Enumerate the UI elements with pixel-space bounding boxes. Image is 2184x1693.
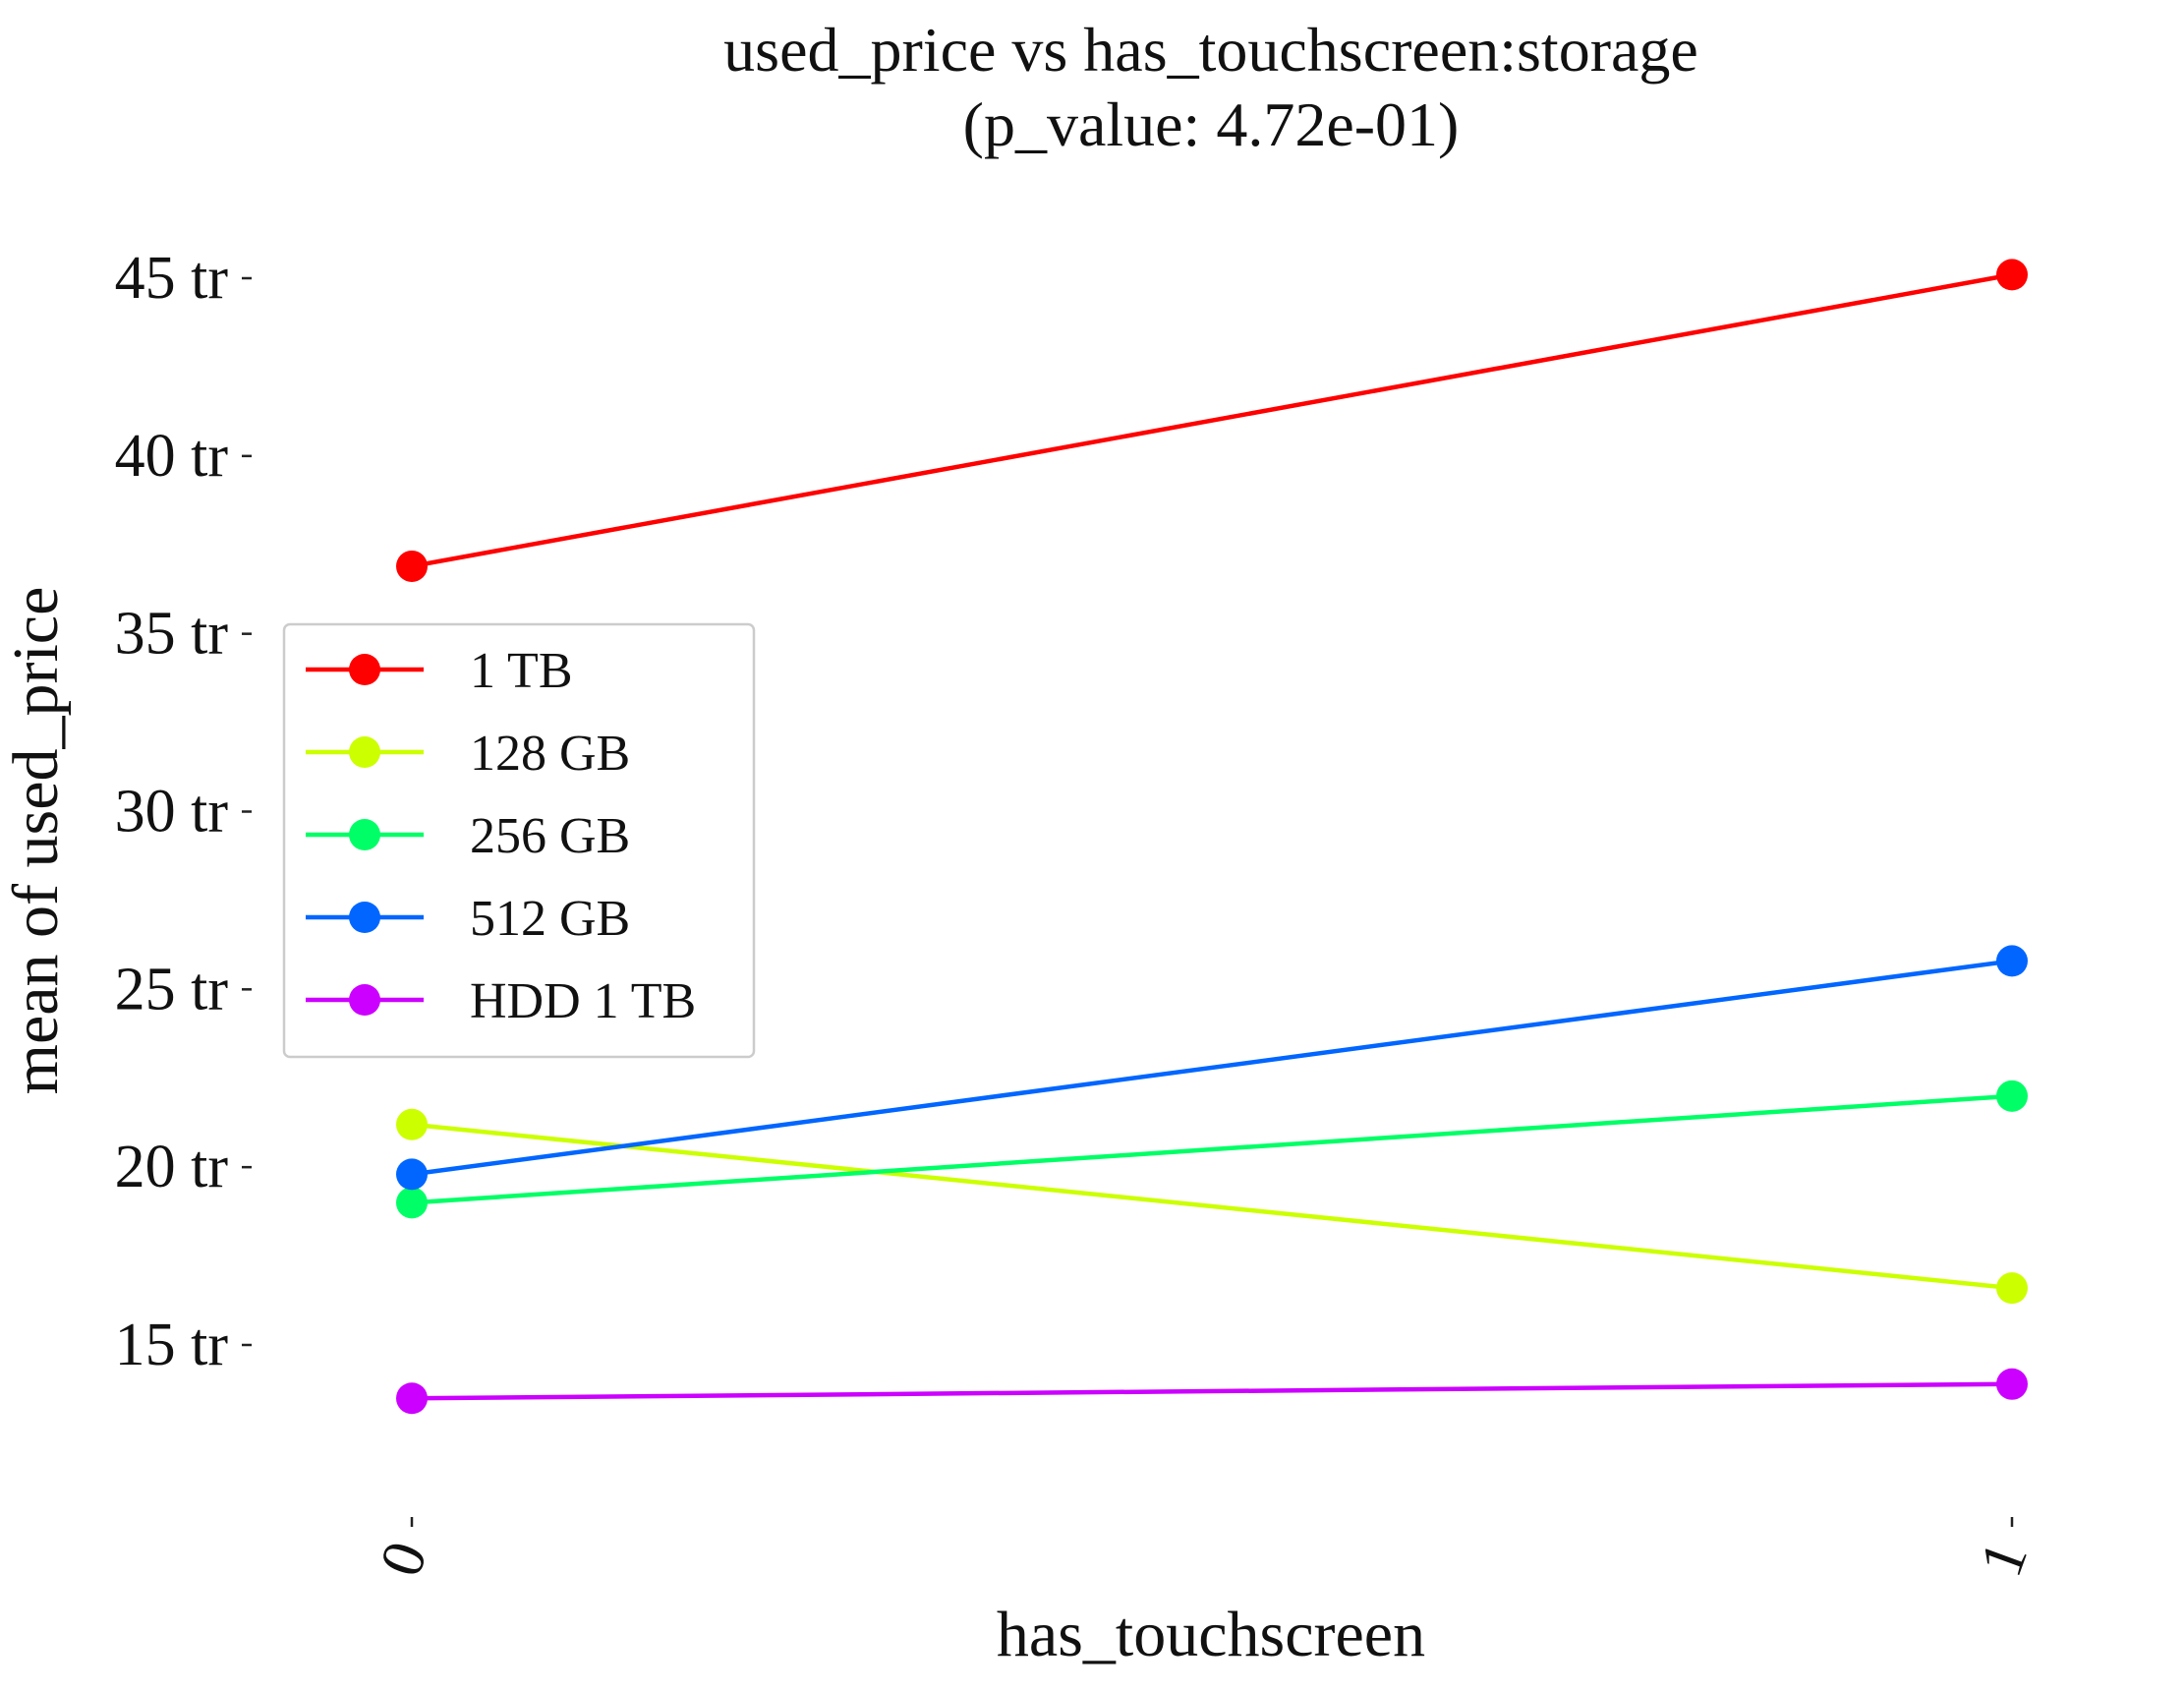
legend-item: 512 GB	[306, 891, 630, 947]
data-point	[396, 1187, 428, 1219]
legend: 1 TB 128 GB 256 GB 512 GB HDD 1 TB	[282, 622, 756, 1059]
data-point	[1996, 945, 2028, 977]
y-axis: 15 tr 20 tr 25 tr 30 tr 35 tr 40 tr 45 tr	[115, 245, 252, 1378]
series-line	[411, 272, 2013, 569]
legend-item: HDD 1 TB	[306, 973, 696, 1029]
chart-title: used_price vs has_touchscreen:storage	[723, 15, 1698, 85]
legend-label: 1 TB	[470, 643, 573, 699]
x-axis-label: has_touchscreen	[997, 1599, 1425, 1670]
legend-swatch-marker	[349, 819, 380, 850]
y-tick-label: 30 tr	[115, 779, 229, 846]
legend-label: 256 GB	[470, 808, 630, 864]
y-tick-label: 40 tr	[115, 423, 229, 490]
y-tick-label: 15 tr	[115, 1312, 229, 1378]
series-group	[396, 259, 2028, 1415]
legend-item: 1 TB	[306, 643, 573, 699]
data-point	[396, 1158, 428, 1191]
y-axis-label: mean of used_price	[0, 587, 72, 1095]
series-512-gb	[396, 945, 2028, 1191]
x-tick-label: 0	[368, 1534, 441, 1585]
legend-label: HDD 1 TB	[470, 973, 696, 1029]
legend-label: 512 GB	[470, 891, 630, 947]
legend-label: 128 GB	[470, 726, 630, 782]
data-point	[396, 1382, 428, 1415]
series-line	[411, 1122, 2013, 1291]
y-tick-label: 20 tr	[115, 1134, 229, 1200]
series-line	[411, 1381, 2013, 1401]
data-point	[396, 1108, 428, 1140]
legend-swatch-marker	[349, 984, 380, 1016]
y-tick-label: 25 tr	[115, 956, 229, 1022]
data-point	[1996, 1080, 2028, 1112]
legend-swatch-marker	[349, 654, 380, 685]
legend-item: 128 GB	[306, 726, 630, 782]
data-point	[1996, 1368, 2028, 1400]
data-point	[1996, 1272, 2028, 1305]
series-128-gb	[396, 1108, 2028, 1305]
y-tick-label: 45 tr	[115, 245, 229, 312]
legend-swatch-marker	[349, 736, 380, 768]
legend-swatch-marker	[349, 902, 380, 933]
series-line	[411, 1093, 2013, 1205]
data-point	[396, 550, 428, 582]
chart-subtitle: (p_value: 4.72e-01)	[963, 89, 1460, 159]
series-1-tb	[396, 259, 2028, 582]
data-point	[1996, 259, 2028, 291]
y-tick-label: 35 tr	[115, 601, 229, 668]
legend-frame	[282, 622, 756, 1059]
x-tick-label: 1	[1968, 1534, 2041, 1585]
series-256-gb	[396, 1080, 2028, 1219]
legend-item: 256 GB	[306, 808, 630, 864]
series-hdd-1-tb	[396, 1368, 2028, 1415]
series-line	[411, 959, 2013, 1177]
